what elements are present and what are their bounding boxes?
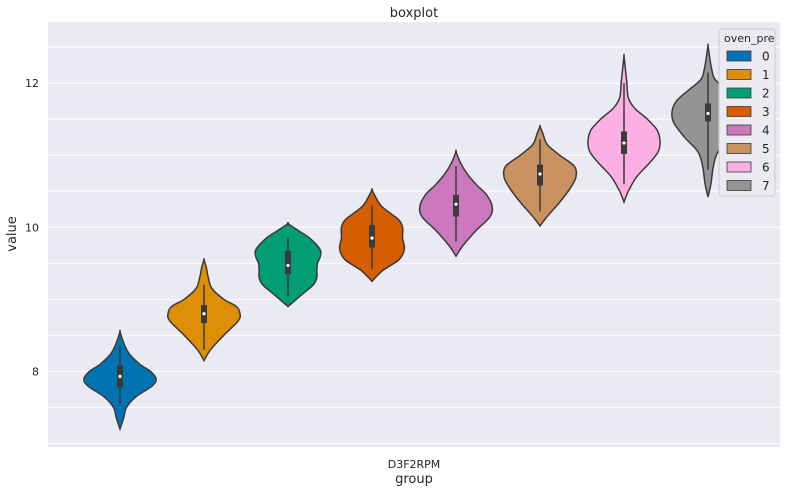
legend-swatch bbox=[726, 143, 752, 154]
violin-median bbox=[118, 374, 122, 379]
violin-1 bbox=[166, 258, 242, 363]
legend-item-5: 5 bbox=[726, 142, 770, 156]
legend-swatch bbox=[726, 69, 752, 80]
legend-swatch bbox=[726, 180, 752, 191]
y-tick-label: 12 bbox=[25, 77, 39, 90]
violin-median bbox=[202, 312, 206, 316]
violin-median bbox=[286, 263, 290, 268]
y-axis-ticks: 8 10 12 bbox=[25, 77, 39, 378]
chart-title: boxplot bbox=[390, 6, 438, 21]
x-axis-label: group bbox=[395, 472, 433, 487]
violin-3 bbox=[338, 188, 406, 283]
legend-label: 2 bbox=[762, 87, 770, 101]
legend-item-4: 4 bbox=[726, 124, 770, 138]
legend-swatch bbox=[726, 87, 752, 99]
legend-label: 6 bbox=[762, 161, 770, 175]
violin-4 bbox=[418, 149, 494, 258]
legend-item-2: 2 bbox=[726, 87, 770, 101]
legend-swatch bbox=[726, 124, 752, 136]
violin-median bbox=[454, 202, 458, 206]
y-axis-label: value bbox=[5, 216, 20, 252]
y-tick-label: 8 bbox=[32, 365, 39, 378]
legend-item-1: 1 bbox=[726, 68, 770, 82]
legend: oven_pre 0 1 2 3 4 5 6 7 bbox=[718, 28, 776, 197]
legend-item-3: 3 bbox=[726, 105, 770, 119]
legend-title: oven_pre bbox=[724, 32, 775, 45]
violin-6 bbox=[587, 53, 661, 205]
legend-item-7: 7 bbox=[726, 179, 770, 193]
violins bbox=[83, 43, 745, 432]
violin-0 bbox=[83, 329, 157, 432]
legend-items: 0 1 2 3 4 5 6 7 bbox=[726, 50, 770, 193]
violin-box bbox=[369, 225, 375, 248]
y-tick-label: 10 bbox=[25, 221, 39, 234]
violin-median bbox=[538, 172, 542, 176]
violin-5 bbox=[502, 124, 578, 228]
violin-2 bbox=[254, 222, 322, 308]
legend-label: 0 bbox=[762, 50, 770, 64]
legend-label: 5 bbox=[762, 142, 770, 156]
violin-median bbox=[622, 141, 626, 145]
legend-label: 3 bbox=[762, 105, 770, 119]
legend-item-0: 0 bbox=[726, 50, 770, 64]
gridlines bbox=[48, 46, 780, 444]
violin-median bbox=[370, 236, 374, 240]
violin-box bbox=[285, 251, 291, 275]
legend-swatch bbox=[726, 50, 752, 62]
legend-swatch bbox=[726, 106, 752, 117]
violin-median bbox=[706, 111, 710, 116]
plot-area bbox=[48, 22, 780, 447]
legend-label: 4 bbox=[762, 124, 770, 138]
legend-label: 1 bbox=[762, 68, 770, 82]
legend-label: 7 bbox=[762, 179, 770, 193]
x-tick-label: D3F2RPM bbox=[388, 458, 441, 471]
legend-item-6: 6 bbox=[726, 161, 770, 175]
legend-swatch bbox=[726, 161, 752, 173]
